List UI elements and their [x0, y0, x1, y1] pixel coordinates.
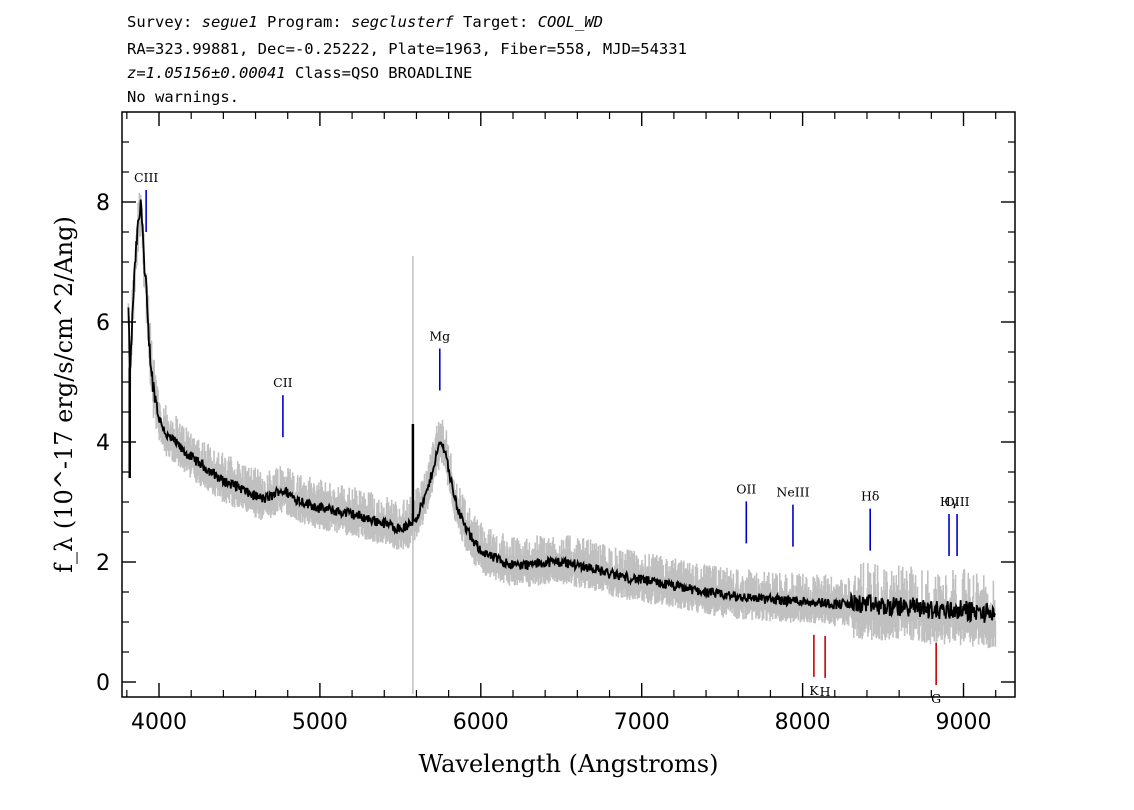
- flux-series: [127, 199, 996, 624]
- program-label: Program:: [267, 13, 342, 31]
- y-tick-label: 4: [96, 431, 110, 456]
- x-tick-label: 7000: [614, 710, 670, 735]
- y-tick-label: 2: [96, 551, 110, 576]
- survey-label: Survey:: [127, 13, 193, 31]
- y-axis-title: f_λ (10^-17 erg/s/cm^2/Ang): [50, 216, 78, 573]
- x-tick-label: 5000: [292, 710, 348, 735]
- redshift-value: z=1.05156±0.00041: [127, 64, 286, 82]
- flux-line: [127, 199, 996, 624]
- emission-line-label: Hγ: [940, 494, 958, 509]
- y-tick-label: 0: [96, 671, 110, 696]
- y-tick-label: 6: [96, 311, 110, 336]
- program-value: segclusterf: [351, 13, 454, 31]
- emission-line-label: NeIII: [776, 485, 809, 500]
- header-line-3: z=1.05156±0.00041 Class=QSO BROADLINE: [127, 63, 472, 83]
- target-label: Target:: [463, 13, 529, 31]
- class-value: Class=QSO BROADLINE: [294, 64, 473, 82]
- emission-line-label: OIII: [945, 494, 970, 509]
- x-tick-label: 9000: [936, 710, 992, 735]
- absorption-line-label: H: [820, 684, 831, 699]
- emission-line-label: Mg: [429, 329, 450, 344]
- x-tick-label: 8000: [775, 710, 831, 735]
- survey-value: segue1: [201, 13, 258, 31]
- emission-line-label: CIII: [134, 170, 158, 185]
- emission-line-label: OII: [736, 481, 756, 496]
- emission-line-label: CII: [273, 375, 293, 390]
- header-line-2: RA=323.99881, Dec=-0.25222, Plate=1963, …: [127, 40, 687, 58]
- axis-ticks: 4000 5000 6000 7000 8000 9000 0 2 4 6 8: [96, 112, 1015, 735]
- header-line-1: Survey: segue1 Program: segclusterf Targ…: [127, 12, 603, 32]
- plot-frame: [121, 111, 1016, 698]
- x-tick-label: 4000: [131, 710, 187, 735]
- x-axis-title: Wavelength (Angstroms): [419, 750, 719, 778]
- target-value: COOL_WD: [537, 13, 604, 31]
- x-tick-label: 6000: [453, 710, 509, 735]
- y-tick-label: 8: [96, 191, 110, 216]
- header-warnings: No warnings.: [127, 88, 239, 106]
- emission-line-label: Hδ: [861, 489, 879, 504]
- absorption-line-label: G: [931, 691, 941, 706]
- absorption-line-label: K: [809, 683, 819, 698]
- error-region: [127, 192, 997, 649]
- error-band: [127, 192, 997, 694]
